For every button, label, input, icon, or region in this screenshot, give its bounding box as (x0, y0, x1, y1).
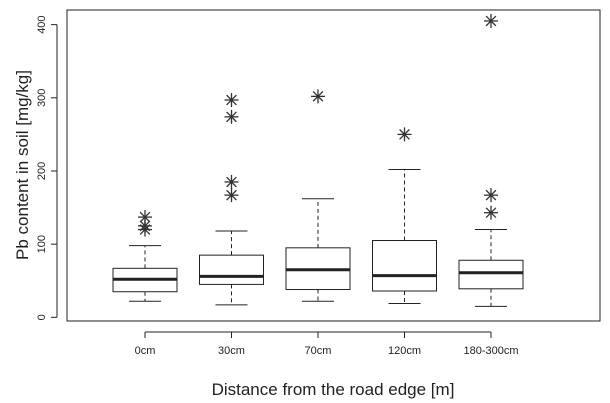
outlier-asterisk (311, 89, 325, 104)
y-tick-label: 0 (36, 314, 48, 320)
y-tick-label: 400 (36, 15, 48, 33)
y-axis-label: Pb content in soil [mg/kg] (13, 70, 32, 260)
box-series (112, 13, 524, 307)
outlier-asterisk (224, 109, 239, 124)
outlier-asterisk (224, 188, 239, 203)
outlier-asterisk (484, 13, 498, 28)
outlier-asterisk (397, 127, 412, 142)
plot-frame (66, 9, 601, 322)
box-iqr (458, 259, 524, 290)
x-axis-label: Distance from the road edge [m] (212, 380, 455, 399)
outlier-asterisk (138, 210, 152, 225)
y-axis: 0 100 200 300 400 (36, 15, 58, 320)
x-tick-label: 70cm (305, 345, 332, 357)
box-group (458, 13, 524, 307)
box-group (372, 127, 437, 304)
outlier-asterisk (138, 218, 152, 233)
y-tick-label: 100 (36, 235, 48, 253)
outlier-asterisk (484, 188, 498, 203)
x-tick-label: 120cm (388, 345, 421, 357)
box-group (285, 89, 351, 302)
y-tick-label: 300 (36, 89, 48, 107)
box-iqr (372, 240, 437, 292)
box-group (199, 93, 264, 306)
y-tick-label: 200 (36, 162, 48, 180)
outlier-asterisk (224, 174, 239, 189)
x-axis: 0cm 30cm 70cm 120cm 180-300cm (135, 331, 519, 357)
box-group (112, 210, 178, 302)
outlier-asterisk (224, 93, 239, 108)
x-tick-label: 0cm (135, 345, 156, 357)
outlier-asterisk (484, 205, 498, 220)
x-tick-label: 180-300cm (463, 345, 518, 357)
box-iqr (199, 254, 264, 285)
x-tick-label: 30cm (218, 345, 245, 357)
